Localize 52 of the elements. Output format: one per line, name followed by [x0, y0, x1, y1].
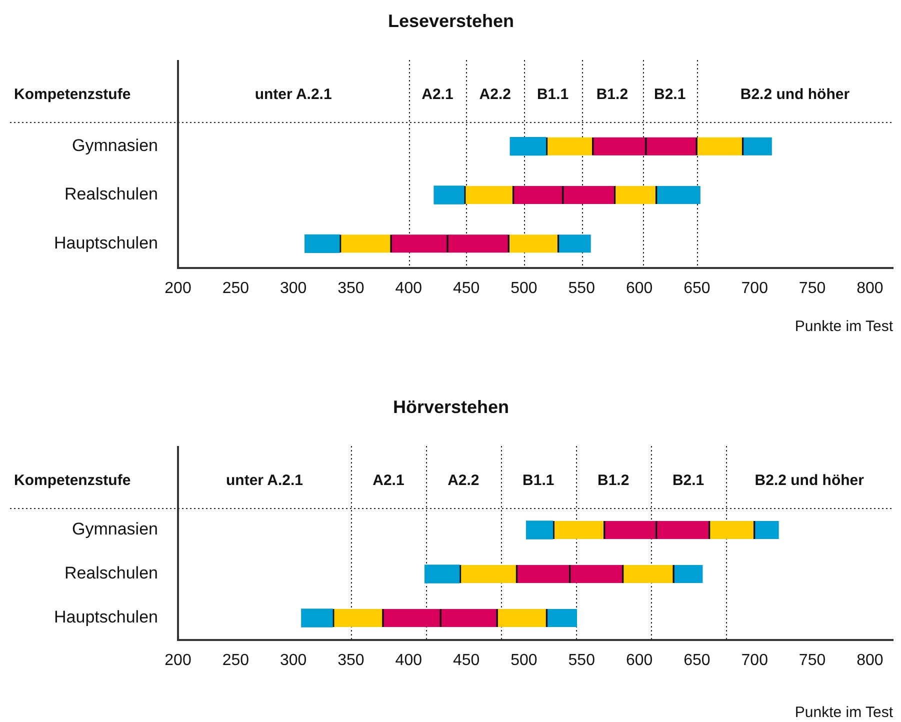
text: B2.1	[672, 472, 704, 490]
chart-title: Hörverstehen	[392, 396, 510, 417]
x-tick-label: 450	[452, 652, 480, 670]
y-tick-label: Hauptschulen	[54, 608, 158, 627]
x-tick-label: 800	[856, 652, 884, 670]
x-tick-label: 600	[626, 280, 653, 298]
x-tick-label: 800	[856, 280, 884, 298]
x-tick-label: 350	[338, 652, 364, 670]
x-tick-label: 300	[280, 652, 307, 670]
x-tick-label: 350	[338, 280, 364, 298]
x-tick-label: 450	[452, 280, 480, 298]
x-tick-label: 250	[222, 652, 250, 670]
y-tick-label: Realschulen	[64, 564, 158, 583]
text: B2.1	[654, 86, 686, 104]
x-tick-label: 550	[568, 652, 596, 670]
chart-title: Leseverstehen	[388, 10, 514, 31]
x-tick-label: 750	[798, 280, 826, 298]
text: B2.2 und höher	[754, 472, 864, 490]
text: B2.2 und höher	[740, 86, 850, 104]
y-tick-label: Gymnasien	[72, 520, 158, 539]
x-tick-label: 250	[222, 280, 250, 298]
x-axis-title: Punkte im Test	[794, 318, 894, 336]
text: B1.1	[522, 472, 554, 490]
text: A2.1	[372, 472, 404, 490]
x-tick-label: 650	[684, 652, 710, 670]
text: Kompetenzstufe	[14, 86, 131, 104]
x-tick-label: 300	[280, 280, 307, 298]
x-tick-label: 500	[510, 652, 538, 670]
text: unter A.2.1	[226, 472, 303, 490]
x-tick-label: 200	[164, 280, 192, 298]
x-tick-label: 600	[626, 652, 653, 670]
y-tick-label: Realschulen	[64, 184, 158, 204]
text: A2.1	[422, 86, 454, 104]
text: Kompetenzstufe	[14, 472, 131, 490]
text: B1.2	[598, 472, 630, 490]
text: A2.2	[448, 472, 480, 490]
x-tick-label: 200	[164, 652, 192, 670]
x-tick-label: 700	[741, 652, 768, 670]
x-tick-label: 500	[510, 280, 538, 298]
x-tick-label: 400	[395, 280, 422, 298]
y-tick-label: Gymnasien	[72, 136, 158, 156]
x-tick-label: 650	[684, 280, 710, 298]
x-tick-label: 750	[798, 652, 826, 670]
text: B1.1	[536, 86, 569, 104]
y-tick-label: Hauptschulen	[54, 233, 158, 252]
x-tick-label: 550	[568, 280, 596, 298]
text: unter A.2.1	[254, 86, 332, 104]
x-tick-label: 700	[741, 280, 768, 298]
text: B1.2	[596, 86, 628, 104]
x-axis-title: Punkte im Test	[794, 704, 894, 722]
x-tick-label: 400	[395, 652, 422, 670]
text: A2.2	[479, 86, 511, 104]
